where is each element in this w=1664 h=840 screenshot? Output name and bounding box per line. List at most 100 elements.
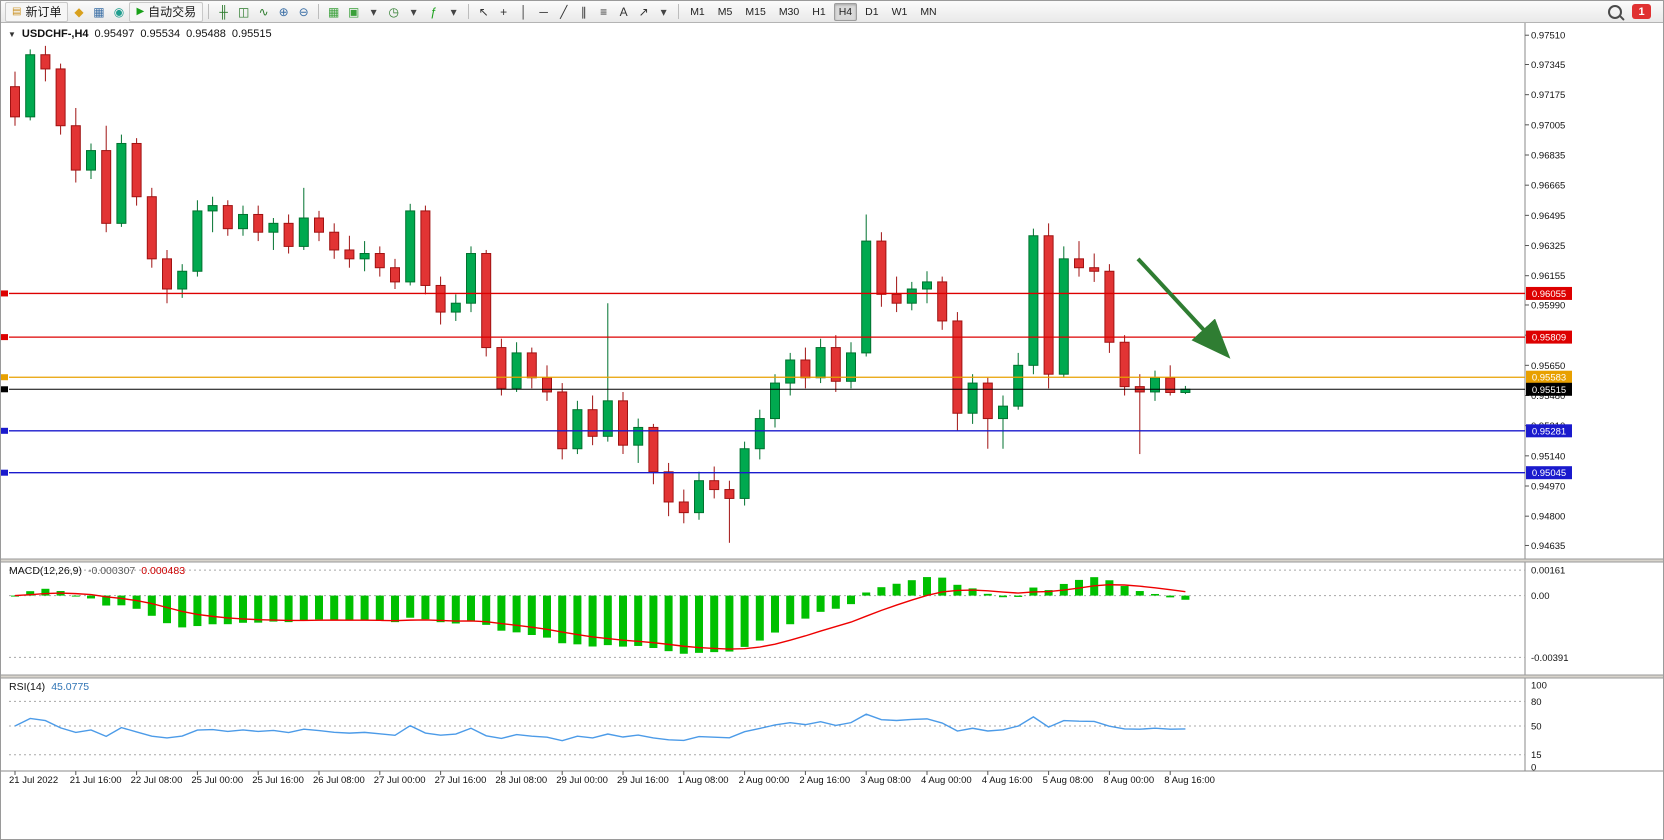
chart-background[interactable]: [1, 23, 1664, 840]
period-dropdown-icon[interactable]: ▾: [410, 4, 417, 19]
toolbar-right-group: 1: [1608, 4, 1659, 19]
new-chart-icon[interactable]: ▣: [348, 4, 360, 19]
price-badge-0.95809[interactable]: 0.95809: [1526, 330, 1572, 344]
svg-text:0.97345: 0.97345: [1531, 60, 1565, 71]
timeframe-h1[interactable]: H1: [812, 5, 826, 18]
toolbar-separator: [318, 4, 320, 19]
indicators-icon[interactable]: ƒ: [430, 4, 438, 19]
autotrading-button[interactable]: ▶ 自动交易: [129, 1, 204, 22]
svg-text:0.96155: 0.96155: [1531, 271, 1565, 282]
svg-text:0.95650: 0.95650: [1531, 361, 1565, 372]
arrow-tools-icon[interactable]: ↗: [638, 4, 649, 19]
shapes-dropdown-icon[interactable]: ▾: [660, 4, 667, 19]
rsi-name: RSI(14): [9, 681, 46, 693]
collapse-icon[interactable]: ▼: [8, 29, 16, 39]
period-clock-icon[interactable]: ◷: [388, 4, 399, 19]
search-icon[interactable]: [1608, 4, 1622, 19]
channel-icon[interactable]: ∥: [580, 4, 587, 19]
price-badge-0.95583[interactable]: 0.95583: [1526, 370, 1572, 384]
timeframe-h4[interactable]: H4: [833, 2, 858, 21]
current-price-marker: [1, 386, 8, 393]
resistance-line-1-marker[interactable]: [1, 290, 8, 297]
svg-text:-0.00391: -0.00391: [1531, 653, 1569, 664]
toolbar-separator: [678, 4, 680, 19]
macd-panel: 0.00161 0.00 -0.00391: [9, 566, 1569, 664]
svg-text:4 Aug 16:00: 4 Aug 16:00: [982, 775, 1033, 786]
svg-text:0.95281: 0.95281: [1532, 426, 1566, 437]
zoom-in-icon[interactable]: ⊕: [278, 4, 289, 19]
timeframe-m30[interactable]: M30: [778, 5, 800, 18]
svg-text:25 Jul 16:00: 25 Jul 16:00: [252, 775, 304, 786]
svg-text:4 Aug 00:00: 4 Aug 00:00: [921, 775, 972, 786]
svg-text:8 Aug 00:00: 8 Aug 00:00: [1103, 775, 1154, 786]
fibonacci-icon[interactable]: ≡: [600, 4, 608, 19]
line-chart-icon[interactable]: ∿: [258, 4, 269, 19]
new-order-button-label: 新订单: [25, 5, 62, 19]
timeframe-m1[interactable]: M1: [690, 5, 705, 18]
zoom-out-icon[interactable]: ⊖: [298, 4, 309, 19]
svg-text:0.95515: 0.95515: [1532, 385, 1566, 396]
svg-text:2 Aug 00:00: 2 Aug 00:00: [739, 775, 790, 786]
svg-text:8 Aug 16:00: 8 Aug 16:00: [1164, 775, 1215, 786]
svg-text:27 Jul 16:00: 27 Jul 16:00: [435, 775, 487, 786]
timeframe-m5[interactable]: M5: [717, 5, 733, 18]
support-line-2-marker[interactable]: [1, 469, 8, 476]
ohlc-low: 0.95488: [186, 28, 226, 40]
svg-text:0.95809: 0.95809: [1532, 333, 1566, 344]
price-badge-0.95045[interactable]: 0.95045: [1526, 466, 1572, 480]
svg-text:0.94800: 0.94800: [1531, 512, 1565, 523]
svg-text:0.97175: 0.97175: [1531, 90, 1565, 101]
panel-splitter-rsi[interactable]: [1, 675, 1664, 678]
svg-text:0.00161: 0.00161: [1531, 566, 1565, 577]
price-badge-0.95281[interactable]: 0.95281: [1526, 424, 1572, 438]
macd-histogram: [11, 577, 1190, 654]
data-window-icon[interactable]: ▦: [93, 4, 105, 19]
timeframe-m15[interactable]: M15: [745, 5, 766, 18]
panel-splitter-macd[interactable]: [1, 559, 1664, 562]
trend-arrow-annotation[interactable]: [1136, 257, 1231, 359]
svg-text:0.94970: 0.94970: [1531, 482, 1565, 493]
navigator-icon[interactable]: ◉: [113, 4, 125, 19]
svg-text:0: 0: [1531, 763, 1536, 774]
macd-signal-line: [14, 584, 1186, 650]
pivot-line-marker[interactable]: [1, 374, 8, 381]
svg-text:0.95045: 0.95045: [1532, 468, 1566, 479]
ohlc-high: 0.95534: [140, 28, 181, 40]
svg-text:3 Aug 08:00: 3 Aug 08:00: [860, 775, 911, 786]
notification-badge[interactable]: 1: [1632, 4, 1651, 19]
price-badge-0.96055[interactable]: 0.96055: [1526, 286, 1572, 300]
svg-text:0.94635: 0.94635: [1531, 541, 1565, 552]
market-watch-icon[interactable]: ◆: [74, 4, 84, 19]
support-line-1-marker[interactable]: [1, 427, 8, 434]
tile-windows-icon[interactable]: ▦: [328, 4, 340, 19]
trendline-icon[interactable]: ╱: [560, 4, 568, 19]
autotrading-button-icon: ▶: [136, 5, 145, 17]
candlestick-chart-icon[interactable]: ◫: [238, 4, 250, 19]
svg-text:0.95140: 0.95140: [1531, 451, 1565, 462]
svg-text:0.00: 0.00: [1531, 591, 1550, 602]
chart-window[interactable]: 0.97510 0.97345 0.97175 0.97005 0.96835 0.966…: [1, 23, 1664, 840]
bar-chart-icon[interactable]: ╫: [219, 4, 228, 19]
chart-canvas[interactable]: 0.97510 0.97345 0.97175 0.97005 0.96835 0.966…: [1, 23, 1664, 840]
svg-text:0.97510: 0.97510: [1531, 31, 1565, 42]
svg-text:25 Jul 00:00: 25 Jul 00:00: [191, 775, 243, 786]
indicators-dropdown-icon[interactable]: ▾: [450, 4, 457, 19]
cursor-icon[interactable]: ↖: [478, 4, 489, 19]
svg-text:5 Aug 08:00: 5 Aug 08:00: [1043, 775, 1094, 786]
crosshair-icon[interactable]: +: [500, 4, 508, 19]
current-price-badge[interactable]: 0.95515: [1526, 382, 1572, 396]
svg-text:50: 50: [1531, 722, 1542, 733]
horizontal-line-icon[interactable]: ─: [539, 4, 548, 19]
svg-text:27 Jul 00:00: 27 Jul 00:00: [374, 775, 426, 786]
text-icon[interactable]: A: [619, 4, 628, 19]
timeframe-mn[interactable]: MN: [920, 5, 937, 18]
svg-text:2 Aug 16:00: 2 Aug 16:00: [799, 775, 850, 786]
vertical-line-icon[interactable]: │: [519, 4, 528, 19]
timeframe-d1[interactable]: D1: [865, 5, 879, 18]
new-order-button[interactable]: ▤ 新订单: [5, 1, 69, 22]
timeframe-w1[interactable]: W1: [891, 5, 908, 18]
chart-list-dropdown-icon[interactable]: ▾: [370, 4, 377, 19]
resistance-line-2-marker[interactable]: [1, 334, 8, 341]
macd-indicator-label: MACD(12,26,9) -0.000307 0.000483: [9, 565, 185, 577]
svg-text:0.95583: 0.95583: [1532, 373, 1566, 384]
